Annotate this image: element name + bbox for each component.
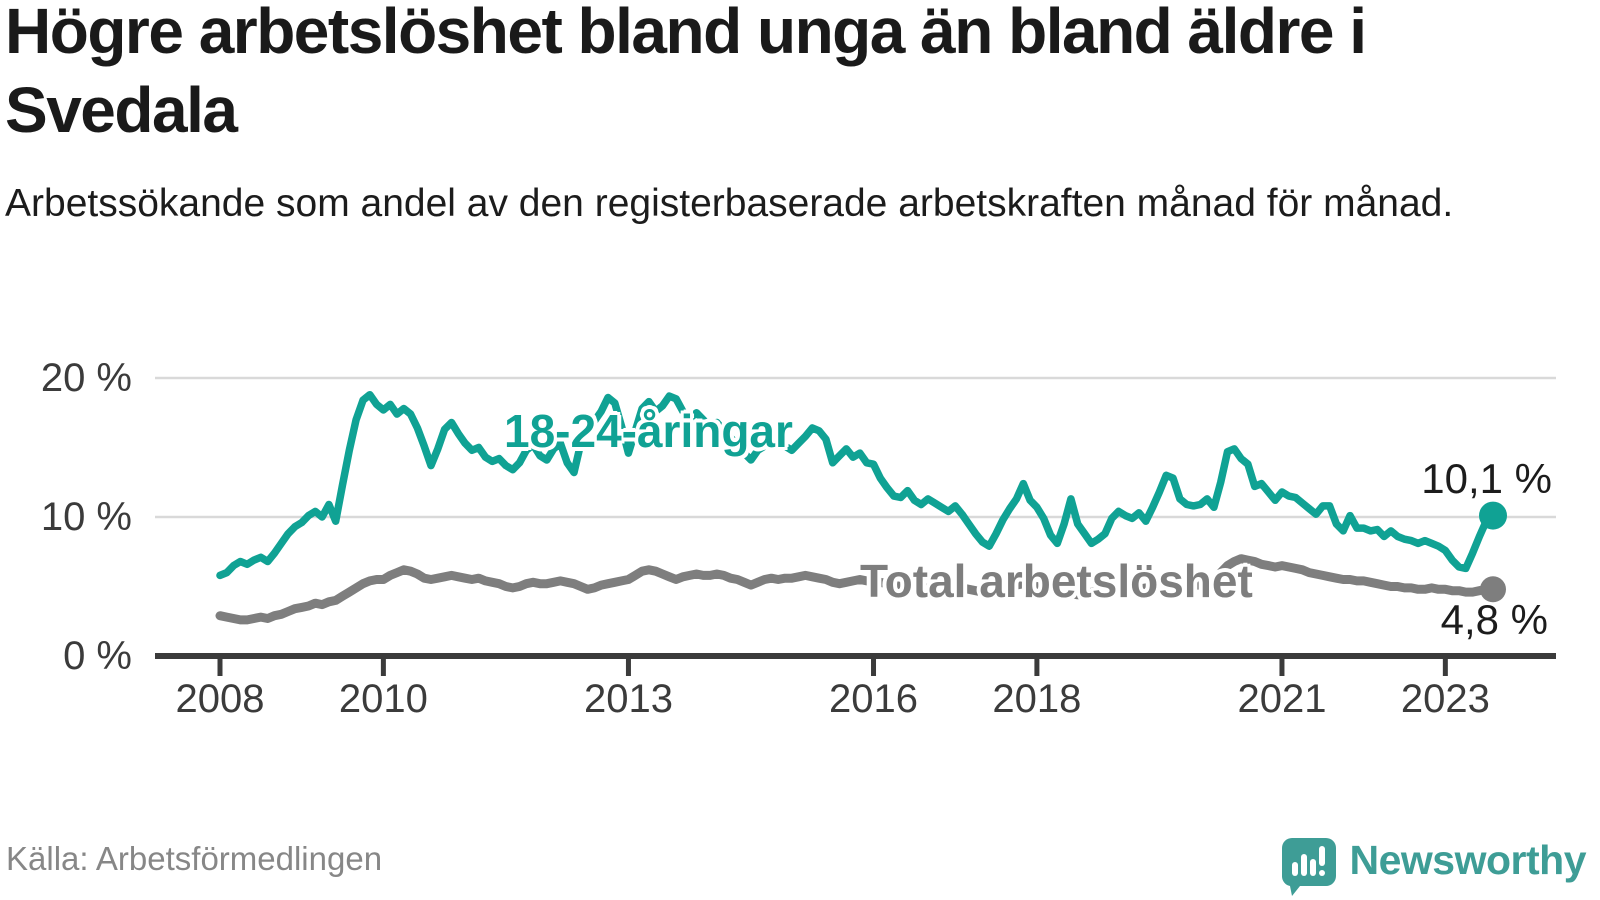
y-axis-label-10: 10 %: [41, 495, 132, 539]
newsworthy-logo-icon: [1281, 838, 1336, 896]
newsworthy-logo: Newsworthy: [1281, 837, 1587, 898]
x-axis-label-2008: 2008: [176, 677, 265, 721]
x-axis-label-2013: 2013: [584, 677, 673, 721]
series-label-youth: 18-24-åringar: [504, 405, 793, 457]
series-line-total: [215, 554, 1498, 625]
y-axis-label-20: 20 %: [41, 356, 132, 400]
end-dot-youth: [1479, 501, 1507, 530]
x-axis-label-2023: 2023: [1401, 677, 1490, 721]
series-line-youth: [216, 390, 1497, 580]
end-dot-total: [1480, 576, 1506, 603]
newsworthy-logo-text: Newsworthy: [1349, 837, 1587, 883]
chart-subtitle: Arbetssökande som andel av den registerb…: [5, 182, 1454, 225]
series-label-total: Total arbetslöshet: [860, 555, 1253, 607]
end-value-total: 4,8 %: [1440, 596, 1548, 643]
source-note: Källa: Arbetsförmedlingen: [6, 840, 383, 877]
y-axis-label-0: 0 %: [63, 634, 132, 678]
x-axis-label-2016: 2016: [829, 677, 918, 721]
x-axis-label-2018: 2018: [992, 677, 1081, 721]
chart-title: Högre arbetslöshet bland unga än bland ä…: [5, 0, 1367, 147]
end-value-youth: 10,1 %: [1421, 455, 1552, 502]
x-axis-label-2021: 2021: [1237, 677, 1326, 721]
x-axis-label-2010: 2010: [339, 677, 428, 721]
